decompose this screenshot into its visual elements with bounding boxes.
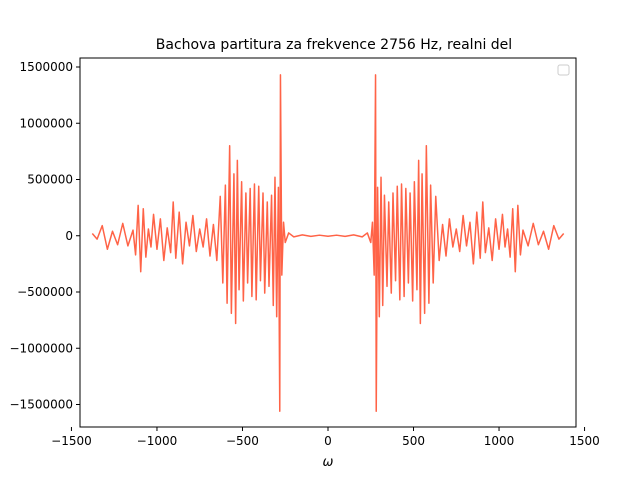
y-tick-label: −1000000 bbox=[10, 341, 74, 355]
y-tick-label: 0 bbox=[65, 229, 73, 243]
x-tick-label: −500 bbox=[226, 434, 259, 448]
x-tick-label: 0 bbox=[324, 434, 332, 448]
y-tick-label: −500000 bbox=[17, 285, 73, 299]
x-axis-label: ω bbox=[323, 455, 334, 470]
x-tick-label: −1000 bbox=[137, 434, 178, 448]
x-tick-label: 500 bbox=[402, 434, 425, 448]
x-tick-label: 1000 bbox=[484, 434, 515, 448]
plot-area bbox=[91, 74, 565, 412]
y-tick-label: 1500000 bbox=[20, 60, 73, 74]
y-tick-label: 1000000 bbox=[20, 116, 73, 130]
plot-frame bbox=[79, 57, 577, 428]
series-line bbox=[91, 74, 565, 412]
chart-title: Bachova partitura za frekvence 2756 Hz, … bbox=[156, 37, 512, 53]
legend-box bbox=[557, 64, 570, 76]
y-axis: −1500000 −1000000 −500000 0 500000 1000000 150… bbox=[10, 60, 80, 412]
x-axis: −1500 −1000 −500 0 500 1000 1500 bbox=[51, 427, 600, 448]
x-tick-label: 1500 bbox=[569, 434, 600, 448]
y-tick-label: 500000 bbox=[27, 173, 73, 187]
y-tick-label: −1500000 bbox=[10, 398, 74, 412]
x-tick-label: −1500 bbox=[51, 434, 92, 448]
